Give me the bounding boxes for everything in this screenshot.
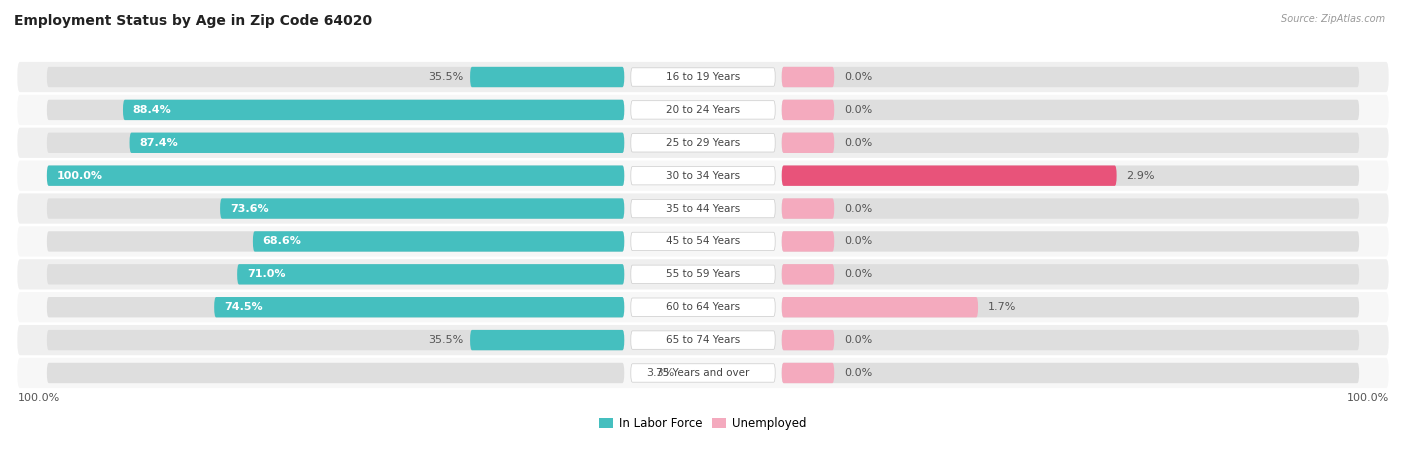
FancyBboxPatch shape <box>782 198 1360 219</box>
FancyBboxPatch shape <box>214 297 624 317</box>
Text: 0.0%: 0.0% <box>844 72 872 82</box>
Text: 65 to 74 Years: 65 to 74 Years <box>666 335 740 345</box>
Text: 25 to 29 Years: 25 to 29 Years <box>666 138 740 148</box>
FancyBboxPatch shape <box>17 325 1389 355</box>
FancyBboxPatch shape <box>17 62 1389 92</box>
Text: 60 to 64 Years: 60 to 64 Years <box>666 302 740 312</box>
FancyBboxPatch shape <box>782 133 1360 153</box>
FancyBboxPatch shape <box>46 133 624 153</box>
FancyBboxPatch shape <box>46 363 624 383</box>
Text: 100.0%: 100.0% <box>56 171 103 180</box>
FancyBboxPatch shape <box>46 231 624 252</box>
FancyBboxPatch shape <box>782 363 1360 383</box>
FancyBboxPatch shape <box>782 297 979 317</box>
FancyBboxPatch shape <box>631 232 775 251</box>
FancyBboxPatch shape <box>129 133 624 153</box>
FancyBboxPatch shape <box>470 330 624 350</box>
FancyBboxPatch shape <box>782 67 834 87</box>
FancyBboxPatch shape <box>238 264 624 284</box>
FancyBboxPatch shape <box>782 264 834 284</box>
FancyBboxPatch shape <box>221 198 624 219</box>
FancyBboxPatch shape <box>782 330 834 350</box>
FancyBboxPatch shape <box>46 166 624 186</box>
FancyBboxPatch shape <box>46 67 624 87</box>
FancyBboxPatch shape <box>631 134 775 152</box>
FancyBboxPatch shape <box>46 297 624 317</box>
FancyBboxPatch shape <box>46 100 624 120</box>
FancyBboxPatch shape <box>122 100 624 120</box>
FancyBboxPatch shape <box>46 166 624 186</box>
Text: Employment Status by Age in Zip Code 64020: Employment Status by Age in Zip Code 640… <box>14 14 373 27</box>
FancyBboxPatch shape <box>782 297 1360 317</box>
FancyBboxPatch shape <box>782 67 1360 87</box>
Text: 45 to 54 Years: 45 to 54 Years <box>666 236 740 247</box>
Text: 35 to 44 Years: 35 to 44 Years <box>666 203 740 214</box>
FancyBboxPatch shape <box>631 331 775 349</box>
FancyBboxPatch shape <box>782 198 834 219</box>
Text: 2.9%: 2.9% <box>1126 171 1154 180</box>
FancyBboxPatch shape <box>782 363 834 383</box>
FancyBboxPatch shape <box>17 95 1389 125</box>
Text: 100.0%: 100.0% <box>1347 393 1389 403</box>
FancyBboxPatch shape <box>782 133 834 153</box>
Text: 73.6%: 73.6% <box>231 203 269 214</box>
Text: 55 to 59 Years: 55 to 59 Years <box>666 270 740 279</box>
FancyBboxPatch shape <box>17 128 1389 158</box>
FancyBboxPatch shape <box>782 166 1116 186</box>
FancyBboxPatch shape <box>17 161 1389 191</box>
FancyBboxPatch shape <box>631 101 775 119</box>
Text: 68.6%: 68.6% <box>263 236 302 247</box>
Text: 0.0%: 0.0% <box>844 270 872 279</box>
FancyBboxPatch shape <box>782 231 1360 252</box>
FancyBboxPatch shape <box>631 199 775 218</box>
Text: 35.5%: 35.5% <box>429 335 464 345</box>
FancyBboxPatch shape <box>631 166 775 185</box>
FancyBboxPatch shape <box>17 259 1389 289</box>
Text: 88.4%: 88.4% <box>132 105 172 115</box>
Text: 0.0%: 0.0% <box>844 105 872 115</box>
Text: 20 to 24 Years: 20 to 24 Years <box>666 105 740 115</box>
FancyBboxPatch shape <box>631 298 775 316</box>
FancyBboxPatch shape <box>253 231 624 252</box>
Text: 30 to 34 Years: 30 to 34 Years <box>666 171 740 180</box>
FancyBboxPatch shape <box>46 264 624 284</box>
FancyBboxPatch shape <box>782 100 1360 120</box>
Text: 1.7%: 1.7% <box>988 302 1017 312</box>
FancyBboxPatch shape <box>17 194 1389 224</box>
FancyBboxPatch shape <box>782 100 834 120</box>
Text: 71.0%: 71.0% <box>247 270 285 279</box>
FancyBboxPatch shape <box>17 226 1389 256</box>
Text: Source: ZipAtlas.com: Source: ZipAtlas.com <box>1281 14 1385 23</box>
FancyBboxPatch shape <box>782 330 1360 350</box>
Text: 3.3%: 3.3% <box>647 368 675 378</box>
Text: 0.0%: 0.0% <box>844 335 872 345</box>
Text: 0.0%: 0.0% <box>844 138 872 148</box>
FancyBboxPatch shape <box>17 358 1389 388</box>
Text: 35.5%: 35.5% <box>429 72 464 82</box>
FancyBboxPatch shape <box>46 330 624 350</box>
Text: 0.0%: 0.0% <box>844 236 872 247</box>
FancyBboxPatch shape <box>782 231 834 252</box>
Legend: In Labor Force, Unemployed: In Labor Force, Unemployed <box>595 412 811 435</box>
Text: 16 to 19 Years: 16 to 19 Years <box>666 72 740 82</box>
Text: 0.0%: 0.0% <box>844 368 872 378</box>
FancyBboxPatch shape <box>631 68 775 86</box>
Text: 87.4%: 87.4% <box>139 138 179 148</box>
FancyBboxPatch shape <box>782 264 1360 284</box>
Text: 75 Years and over: 75 Years and over <box>657 368 749 378</box>
FancyBboxPatch shape <box>470 67 624 87</box>
Text: 100.0%: 100.0% <box>17 393 59 403</box>
Text: 74.5%: 74.5% <box>224 302 263 312</box>
FancyBboxPatch shape <box>782 166 1360 186</box>
FancyBboxPatch shape <box>17 292 1389 322</box>
FancyBboxPatch shape <box>631 364 775 382</box>
FancyBboxPatch shape <box>46 198 624 219</box>
FancyBboxPatch shape <box>631 265 775 284</box>
Text: 0.0%: 0.0% <box>844 203 872 214</box>
